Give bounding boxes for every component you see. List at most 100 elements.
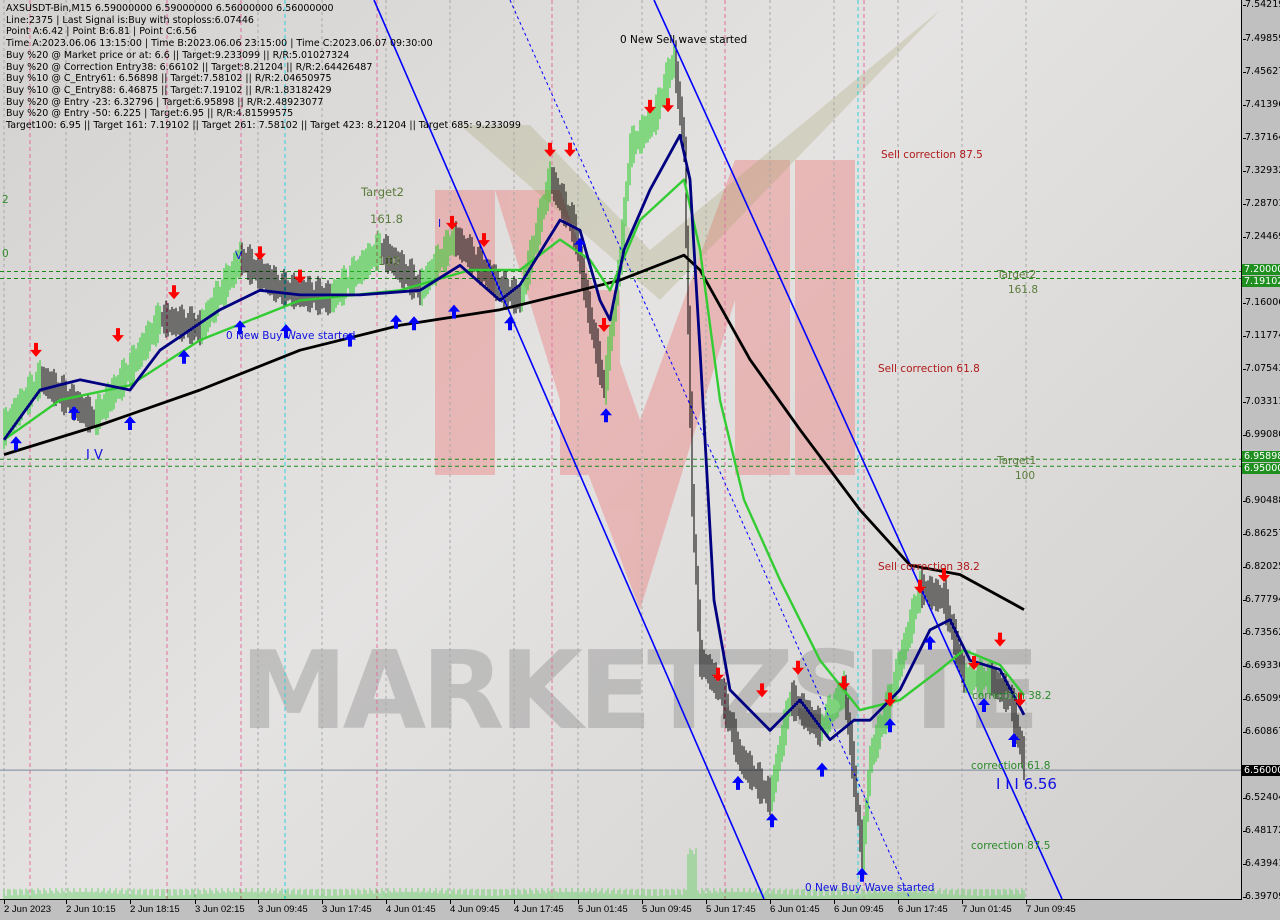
time-axis[interactable]: 2 Jun 2023 2 Jun 10:15 2 Jun 18:15 3 Jun 02… [0,900,1241,920]
buy-arrow-icon [408,316,420,331]
new-buy-wave-label: 0 New Buy Wave started [805,882,935,894]
info-line: Buy %10 @ C_Entry61: 6.56898 || Target:7… [6,73,332,85]
buy-arrow-icon [234,320,246,335]
sell-arrow-icon [644,99,656,114]
channel-line [373,0,765,899]
info-line: Buy %20 @ Entry -23: 6.32796 | Target:6.… [6,96,324,108]
buy-arrow-icon [574,237,586,252]
price-tick-label: 6.73562 [1242,627,1280,638]
sell-arrow-icon [168,285,180,300]
target1-level-label: 100 [1015,470,1036,482]
buy-arrow-icon [924,635,936,650]
price-tick-label: 7.41396 [1242,99,1280,110]
indicator-info-panel: AXSUSDT-Bin,M15 6.59000000 6.59000000 6.… [6,3,521,132]
fast-ma-line [2,133,1026,742]
info-line: Line:2375 | Last Signal is:Buy with stop… [6,14,254,26]
time-tick-label: 4 Jun 01:45 [386,900,436,915]
price-tick-label: 7.24469 [1242,231,1280,242]
time-tick-label: 5 Jun 17:45 [706,900,756,915]
sell-arrow-icon [598,317,610,332]
info-line: Buy %20 @ Entry -50: 6.225 | Target:6.95… [6,108,294,120]
time-tick-label: 3 Jun 17:45 [322,900,372,915]
target-price-box: 7.19102 [1242,275,1280,287]
watermark-check-mark [460,10,940,300]
slow-ma-line [3,253,1025,611]
price-chart [0,0,1241,899]
price-tick-label: 7.16006 [1242,297,1280,308]
info-line: Point A:6.42 | Point B:6.81 | Point C:6.… [6,26,197,38]
mid-ma-line [3,178,1025,712]
target-price-box: 7.20000 [1242,263,1280,275]
sell-arrow-icon [446,215,458,230]
time-tick-label: 2 Jun 2023 [4,900,52,915]
correction-61-8-label: correction 61.8 [971,760,1051,772]
edge-label-0: 0 [2,248,9,260]
price-axis[interactable]: 7.20000 7.19102 6.95898 6.95000 6.56000 7.542… [1242,0,1280,920]
time-tick-label: 2 Jun 18:15 [130,900,180,915]
sell-arrow-icon [662,98,674,113]
new-sell-wave-label: 0 New Sell wave started [620,34,748,46]
buy-arrow-icon [448,304,460,319]
buy-arrow-icon [504,316,516,331]
price-tick-label: 6.52404 [1242,792,1280,803]
time-tick-label: 6 Jun 01:45 [770,900,820,915]
wave-count-label: I I I 6.56 [996,775,1057,793]
sell-arrow-icon [30,342,42,357]
time-tick-label: 7 Jun 09:45 [1026,900,1076,915]
sell-arrow-icon [938,568,950,583]
buy-arrow-icon [344,332,356,347]
chart-plot-area[interactable]: MARKETZSITE AXSUSDT-Bin,M15 6.59000000 6… [0,0,1242,900]
sell-arrow-icon [478,233,490,248]
price-tick-label: 6.65099 [1242,693,1280,704]
sell-arrow-icon [756,683,768,698]
sell-arrow-icon [254,246,266,261]
buy-arrow-icon [280,324,292,339]
left-target2-level: 161.8 [370,212,403,226]
channel-line [509,0,911,899]
sell-arrow-icon [994,632,1006,647]
time-tick-label: 3 Jun 02:15 [195,900,245,915]
sell-correction-38-2-label: Sell correction 38.2 [878,561,980,573]
buy-arrow-icon [10,436,22,451]
sell-arrow-icon [712,667,724,682]
watermark-text: MARKETZSITE [240,629,1040,754]
sell-correction-61-8-label: Sell correction 61.8 [878,363,980,375]
sell-arrow-icon [792,660,804,675]
info-line: Target100: 6.95 || Target 161: 7.19102 |… [6,120,521,132]
price-tick-label: 6.82025 [1242,561,1280,572]
wave-iv-label: I V [86,448,103,463]
buy-arrow-icon [732,775,744,790]
buy-arrow-icon [124,416,136,431]
buy-arrow-icon [978,697,990,712]
buy-arrow-icon [600,408,612,423]
time-tick-label: 6 Jun 17:45 [898,900,948,915]
sell-correction-87-5-label: Sell correction 87.5 [881,149,983,161]
current-price-box: 6.56000 [1242,764,1280,776]
symbol-ohlc: AXSUSDT-Bin,M15 6.59000000 6.59000000 6.… [6,3,334,14]
time-tick-label: 2 Jun 10:15 [66,900,116,915]
price-tick-label: 6.69330 [1242,660,1280,671]
price-tick-label: 7.37164 [1242,132,1280,143]
info-line: Time A:2023.06.06 13:15:00 | Time B:2023… [6,38,433,50]
price-tick-label: 6.39709 [1242,891,1280,902]
price-tick-label: 6.77794 [1242,594,1280,605]
price-tick-label: 6.48172 [1242,825,1280,836]
info-line: Buy %10 @ C_Entry88: 6.46875 || Target:7… [6,84,332,96]
buy-arrow-icon [856,867,868,882]
time-tick-label: 5 Jun 01:45 [578,900,628,915]
price-tick-label: 7.07543 [1242,363,1280,374]
price-tick-label: 7.03311 [1242,396,1280,407]
edge-label-2: 2 [2,194,9,206]
wave-i-label: I [438,218,442,230]
sell-arrow-icon [564,142,576,157]
price-tick-label: 6.86257 [1242,528,1280,539]
info-line: Buy %20 @ Correction Entry38: 6.66102 ||… [6,61,373,73]
sell-arrow-icon [294,269,306,284]
target2-label: Target2 [997,269,1037,281]
time-tick-label: 6 Jun 09:45 [834,900,884,915]
wave-v-label: V [235,250,243,262]
target-price-box: 6.95000 [1242,463,1280,475]
buy-arrow-icon [816,762,828,777]
time-tick-label: 4 Jun 17:45 [514,900,564,915]
price-tick-label: 7.49859 [1242,33,1280,44]
